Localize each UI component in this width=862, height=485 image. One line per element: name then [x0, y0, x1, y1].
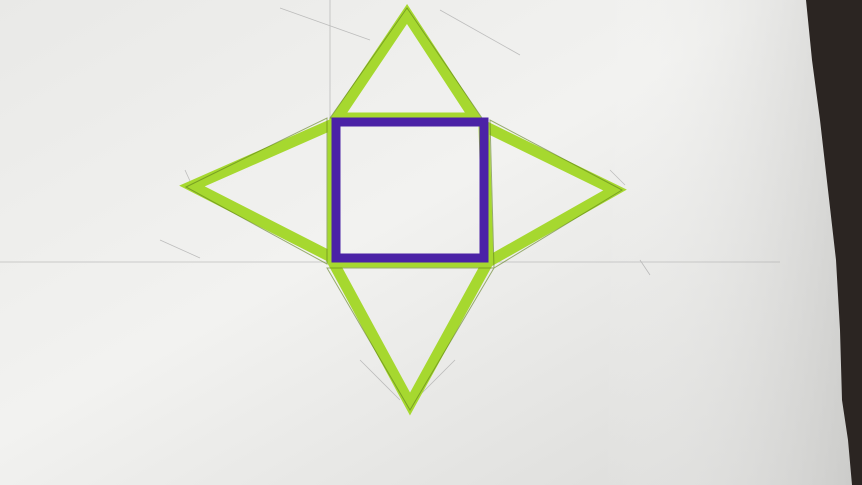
- dark-background-edge: [806, 0, 862, 485]
- pencil-guidelines: [0, 0, 780, 401]
- square-base: [331, 117, 489, 263]
